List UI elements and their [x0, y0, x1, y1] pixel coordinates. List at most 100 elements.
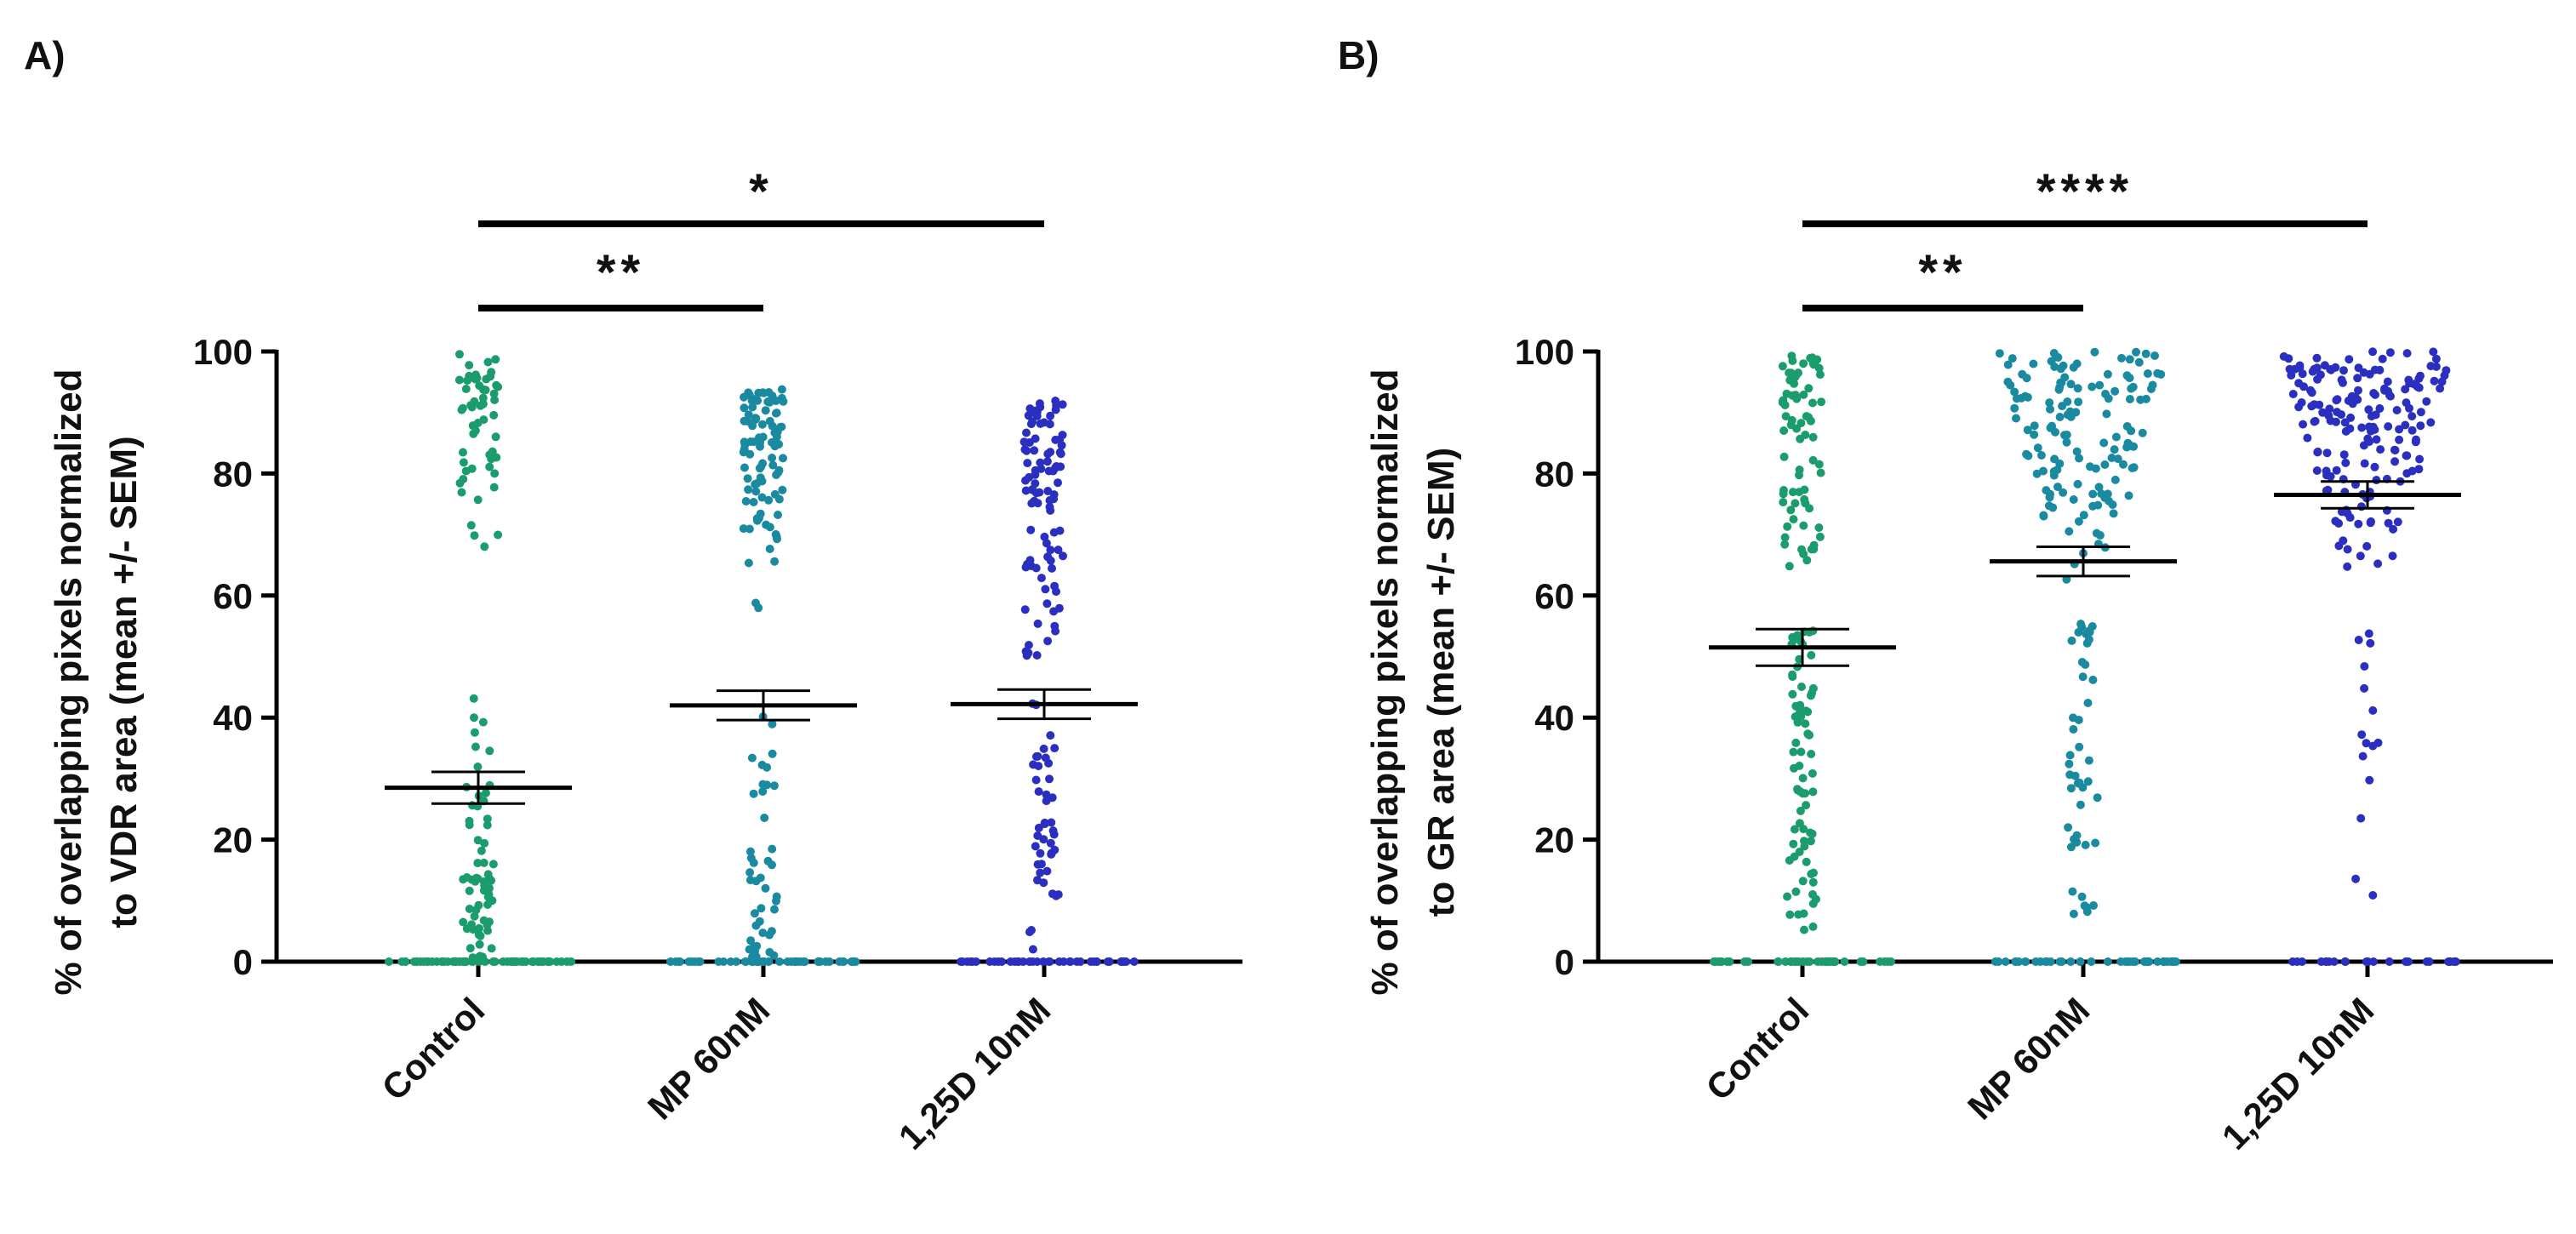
- data-points-0: [385, 350, 576, 966]
- data-point: [1817, 397, 1826, 407]
- data-point: [1785, 856, 1794, 865]
- data-point: [1791, 887, 1801, 896]
- data-point: [2095, 531, 2105, 540]
- data-point: [2414, 374, 2424, 383]
- data-point: [1817, 957, 1826, 966]
- data-point: [2039, 466, 2048, 476]
- data-point: [2334, 519, 2344, 528]
- data-point: [2312, 353, 2322, 363]
- data-point: [745, 868, 755, 877]
- data-point: [1799, 390, 1808, 399]
- data-point: [1036, 868, 1045, 877]
- data-point: [2368, 706, 2378, 715]
- data-point: [2029, 359, 2038, 368]
- data-point: [1814, 460, 1824, 469]
- data-point: [468, 925, 477, 934]
- data-point: [756, 873, 765, 883]
- data-point: [478, 952, 487, 962]
- data-point: [1023, 560, 1031, 568]
- data-point: [1045, 496, 1054, 505]
- data-point: [1779, 396, 1788, 405]
- data-point: [485, 746, 494, 756]
- data-point: [751, 946, 760, 956]
- data-point: [1048, 826, 1058, 836]
- data-point: [2087, 957, 2096, 966]
- data-point: [2082, 638, 2092, 648]
- data-point: [2402, 451, 2412, 460]
- data-point: [838, 957, 848, 966]
- data-point: [1058, 400, 1067, 409]
- data-point: [465, 816, 474, 826]
- data-point: [1042, 866, 1052, 876]
- data-point: [2388, 551, 2397, 561]
- data-point: [2074, 397, 2083, 407]
- data-point: [2436, 384, 2445, 393]
- data-point: [409, 957, 419, 966]
- data-point: [745, 524, 754, 534]
- data-point: [2088, 382, 2097, 391]
- data-point: [751, 598, 760, 608]
- data-point: [427, 957, 437, 966]
- data-point: [2049, 467, 2059, 476]
- data-point: [2125, 395, 2134, 403]
- data-point: [758, 957, 768, 966]
- data-point: [2084, 626, 2093, 636]
- data-point: [473, 859, 483, 868]
- data-point: [1808, 890, 1817, 899]
- y-tick-label: 20: [1534, 820, 1574, 860]
- data-point: [1031, 466, 1040, 475]
- data-point: [2145, 957, 2154, 966]
- data-point: [2097, 489, 2106, 499]
- data-point: [2095, 380, 2105, 390]
- significance-label: *: [749, 164, 774, 220]
- data-point: [1024, 411, 1033, 420]
- data-point: [1057, 441, 1066, 450]
- data-point: [2055, 459, 2065, 468]
- data-point: [1783, 522, 1792, 531]
- data-point: [1028, 945, 1037, 954]
- data-point: [2339, 378, 2347, 387]
- data-point: [746, 936, 756, 945]
- data-point: [1054, 603, 1064, 613]
- data-point: [1991, 957, 2000, 966]
- data-point: [2055, 957, 2065, 966]
- data-point: [1788, 689, 1797, 699]
- data-point: [2416, 408, 2425, 417]
- data-point: [1059, 957, 1068, 966]
- data-point: [2325, 404, 2334, 414]
- data-point: [761, 406, 770, 415]
- data-point: [771, 529, 780, 539]
- data-point: [1815, 370, 1825, 380]
- data-point: [2091, 838, 2100, 848]
- data-point: [2103, 957, 2112, 966]
- data-point: [1783, 892, 1792, 901]
- data-point: [774, 466, 784, 475]
- data-point: [694, 957, 703, 966]
- data-point: [1792, 394, 1802, 403]
- panel-b-letter: B): [1338, 33, 1379, 77]
- y-tick-label: 80: [1534, 454, 1574, 494]
- data-point: [2356, 551, 2365, 561]
- data-point: [1031, 752, 1041, 761]
- data-point: [2402, 349, 2412, 358]
- data-point: [2402, 957, 2411, 966]
- data-point: [1047, 818, 1056, 827]
- data-point: [2365, 775, 2374, 785]
- data-point: [1789, 839, 1798, 848]
- data-point: [2077, 622, 2087, 631]
- data-point: [2395, 435, 2404, 444]
- data-point: [740, 416, 749, 426]
- data-point: [2357, 730, 2367, 740]
- data-point: [2023, 426, 2032, 435]
- data-point: [763, 856, 773, 866]
- data-point: [740, 957, 750, 966]
- data-point: [750, 909, 759, 918]
- data-point: [2003, 360, 2013, 369]
- data-point: [483, 814, 492, 824]
- data-point: [2322, 466, 2331, 476]
- data-point: [2030, 421, 2039, 431]
- data-point: [1781, 412, 1791, 421]
- data-point: [2364, 422, 2373, 431]
- data-point: [1807, 650, 1816, 660]
